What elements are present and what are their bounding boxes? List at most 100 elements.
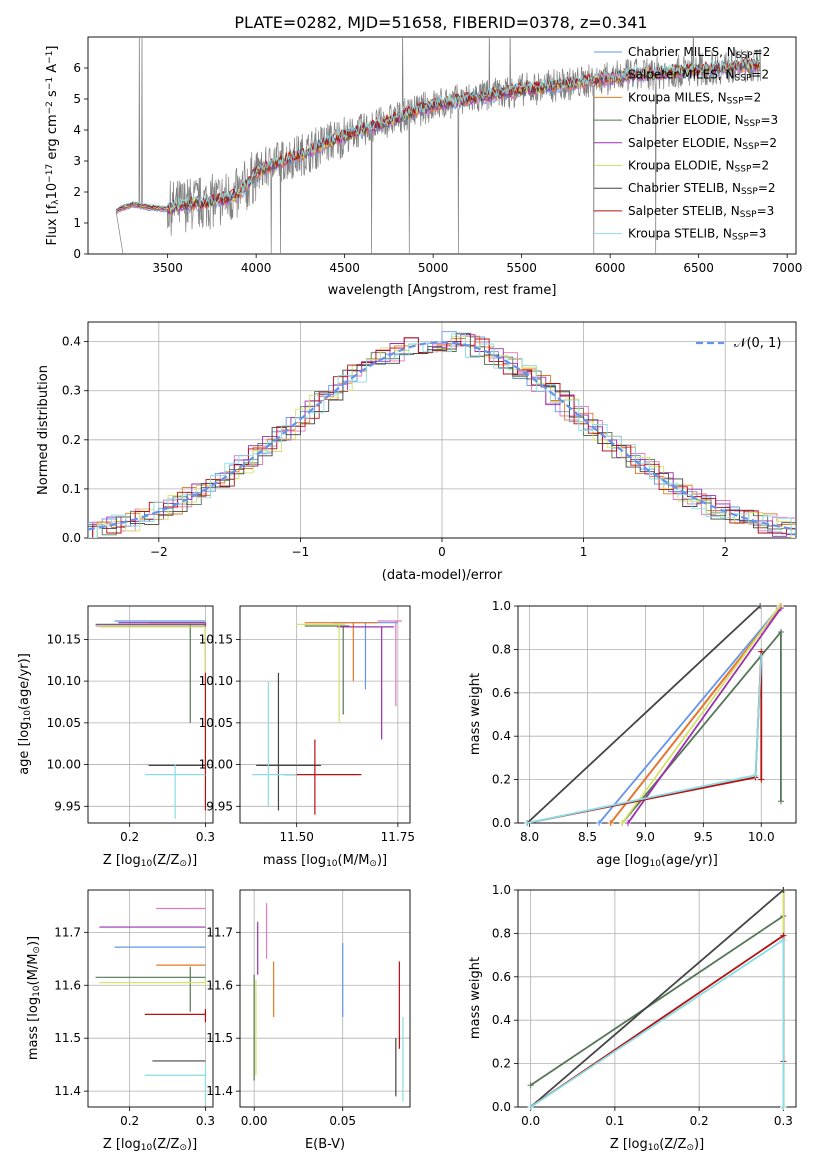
x-tick-label: 0.3 xyxy=(196,1114,215,1128)
x-tick-label: −2 xyxy=(150,545,168,559)
y-tick-label: 0.8 xyxy=(492,642,511,656)
legend-entry: Chabrier ELODIE, NSSP=3 xyxy=(628,113,778,129)
y-tick-label: 11.5 xyxy=(206,1031,233,1045)
mass-weight-line-4 xyxy=(530,914,785,1107)
x-tick-label: 6500 xyxy=(683,261,714,275)
data-point-marker xyxy=(777,629,784,636)
data-point-marker xyxy=(777,798,784,805)
y-tick-label: 5 xyxy=(73,92,81,106)
error-bar-9 xyxy=(144,1064,207,1102)
data-point-marker xyxy=(524,820,531,826)
error-bar-4 xyxy=(95,966,206,1012)
x-axis-label: Z [log10(Z/Z⊙)] xyxy=(103,853,197,869)
x-tick-label: 8.5 xyxy=(578,830,597,844)
mass-vs-EBV-plot-area xyxy=(253,903,404,1102)
error-bar-8 xyxy=(284,739,362,815)
error-bar-3 xyxy=(304,622,378,682)
y-tick-label: 11.6 xyxy=(206,978,233,992)
error-bar-5 xyxy=(118,622,207,673)
error-bar-5 xyxy=(337,626,394,740)
massweight-vs-age-axes: 8.0 8.5 9.0 9.5 10.0 0.0 0.2 0.4 0.6 0.8 1.0 age [l… xyxy=(468,599,797,869)
legend-entry: Salpeter MILES, NSSP=2 xyxy=(628,68,769,84)
age-vs-Z-plot-area xyxy=(95,620,207,819)
data-point-marker xyxy=(752,772,759,779)
x-axis-label: wavelength [Angstrom, rest frame] xyxy=(328,283,557,298)
mass-weight-line-1 xyxy=(598,607,780,824)
x-tick-label: 0.05 xyxy=(329,1114,356,1128)
massweight-vs-age-frame xyxy=(517,605,797,824)
y-tick-label: 2 xyxy=(73,185,81,199)
x-tick-label: 5500 xyxy=(506,261,537,275)
legend-entry: Kroupa MILES, NSSP=2 xyxy=(628,90,761,106)
x-tick-label: 0.2 xyxy=(690,1114,709,1128)
mass-weight-line-7 xyxy=(526,605,761,824)
model-line-5 xyxy=(115,59,761,215)
data-point-marker xyxy=(619,820,626,826)
y-tick-label: 6 xyxy=(73,61,81,75)
legend-entry: Salpeter STELIB, NSSP=3 xyxy=(628,204,774,220)
x-tick-label: 3500 xyxy=(152,261,183,275)
error-bar-6 xyxy=(99,626,207,765)
legend-entry: 𝒩(0, 1) xyxy=(734,336,781,351)
x-tick-label: 11.50 xyxy=(279,830,313,844)
spectrum-plot-area xyxy=(115,37,761,254)
x-tick-label: 6000 xyxy=(595,261,626,275)
y-tick-label: 0.0 xyxy=(62,531,81,545)
mass-vs-EBV-axes: 0.00 0.05 11.4 11.5 11.6 11.7 E(B-V) xyxy=(206,889,411,1152)
data-point-marker xyxy=(527,1082,534,1089)
x-axis-label: age [log10(age/yr)] xyxy=(596,853,718,869)
y-tick-label: 0.4 xyxy=(492,1013,511,1027)
model-line-8 xyxy=(116,57,761,211)
x-axis-label: Z [log10(Z/Z⊙)] xyxy=(610,1137,704,1153)
x-tick-label: 7000 xyxy=(772,261,803,275)
y-tick-label: 10.15 xyxy=(199,632,233,646)
y-tick-label: 1 xyxy=(73,216,81,230)
legend-entry: Chabrier STELIB, NSSP=2 xyxy=(628,181,776,197)
y-tick-label: 10.00 xyxy=(47,758,81,772)
mass-vs-Z-plot-area xyxy=(95,907,207,1102)
y-tick-label: 10.05 xyxy=(47,716,81,730)
residuals-axes: −2 −1 0 1 2 0.0 0.1 0.2 0.3 0.4 (data-model)/error… xyxy=(36,321,797,583)
legend-entry: Kroupa STELIB, NSSP=3 xyxy=(628,227,766,243)
y-tick-label: 11.7 xyxy=(54,925,81,939)
x-tick-label: 10.0 xyxy=(748,830,775,844)
y-tick-label: 9.95 xyxy=(206,799,233,813)
x-tick-label: 0.2 xyxy=(120,1114,139,1128)
y-tick-label: 0.3 xyxy=(62,384,81,398)
error-bar-4 xyxy=(304,625,350,715)
y-tick-label: 10.10 xyxy=(199,674,233,688)
y-axis-label: Normed distribution xyxy=(36,365,51,495)
y-tick-label: 9.95 xyxy=(54,799,81,813)
y-tick-label: 0.0 xyxy=(492,816,511,830)
x-tick-label: 11.75 xyxy=(381,830,415,844)
x-tick-label: 0.3 xyxy=(774,1114,793,1128)
data-point-marker xyxy=(780,1104,787,1110)
x-tick-label: 2 xyxy=(721,545,729,559)
y-tick-label: 0.2 xyxy=(492,773,511,787)
data-point-marker xyxy=(776,603,783,609)
x-tick-label: 0 xyxy=(438,545,446,559)
x-axis-label: E(B-V) xyxy=(305,1137,345,1152)
spectrum-legend: Chabrier MILES, NSSP=2 Salpeter MILES, NS… xyxy=(594,45,778,243)
mass-weight-line-9 xyxy=(530,938,785,1108)
age-vs-mass-frame xyxy=(239,605,411,824)
error-bar-6 xyxy=(296,623,346,723)
mass-vs-Z-axes: 0.2 0.3 11.4 11.5 11.6 11.7 Z [log10(Z/Z⊙)] mas… xyxy=(26,889,215,1153)
data-point-marker xyxy=(757,603,764,609)
age-vs-Z-frame xyxy=(87,605,214,824)
y-tick-label: 0.2 xyxy=(62,433,81,447)
legend-entry: Kroupa ELODIE, NSSP=2 xyxy=(628,159,769,175)
y-tick-label: 10.15 xyxy=(47,632,81,646)
y-tick-label: 11.7 xyxy=(206,925,233,939)
spectrum-frame xyxy=(87,36,797,255)
error-bar-2 xyxy=(377,620,402,707)
y-axis-label: age [log10(age/yr)] xyxy=(17,653,33,775)
x-tick-label: 4000 xyxy=(241,261,272,275)
histogram-step-8 xyxy=(88,337,796,538)
data-point-marker xyxy=(596,820,603,826)
histogram-plot-area xyxy=(88,331,796,538)
data-point-marker xyxy=(607,820,614,826)
x-axis-label: mass [log10(M/M⊙)] xyxy=(263,853,387,869)
x-axis-label: Z [log10(Z/Z⊙)] xyxy=(103,1137,197,1153)
